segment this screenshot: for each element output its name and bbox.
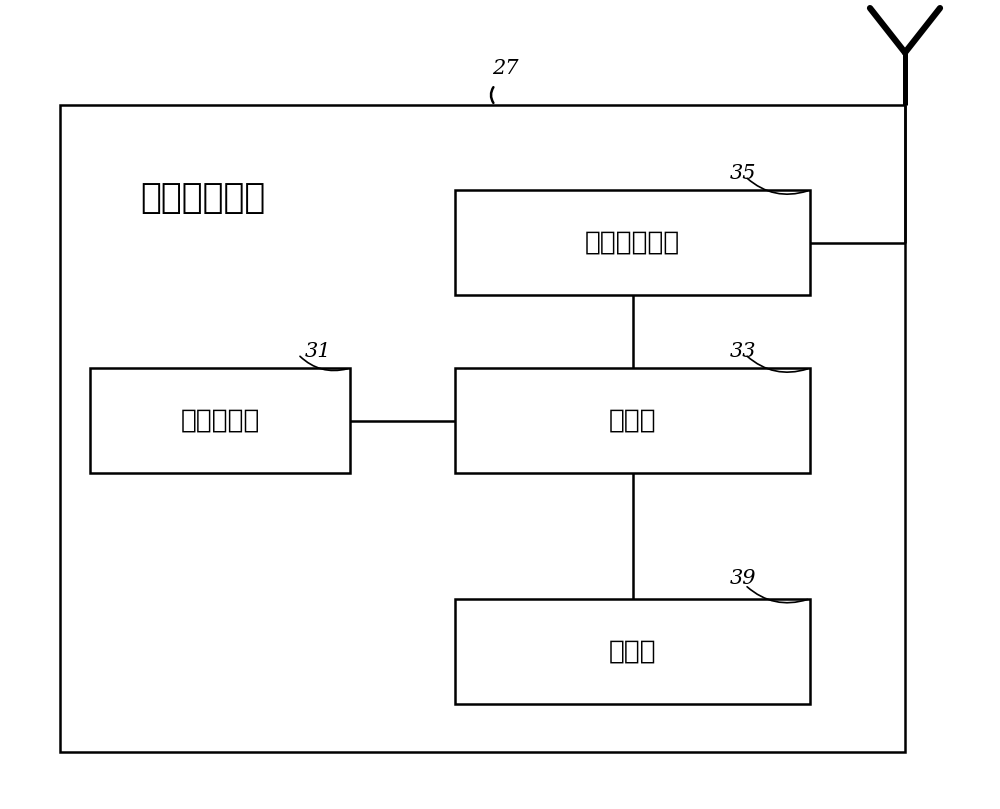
Text: 27: 27 bbox=[492, 59, 518, 78]
Text: 传感器模块: 传感器模块 bbox=[180, 408, 260, 434]
Text: 35: 35 bbox=[730, 164, 757, 184]
Bar bbox=[60, 105, 905, 752]
Text: 39: 39 bbox=[730, 569, 757, 588]
Text: 33: 33 bbox=[730, 342, 757, 362]
Bar bbox=[90, 368, 350, 473]
Bar bbox=[455, 368, 810, 473]
Text: 存储器: 存储器 bbox=[609, 638, 656, 664]
Text: 控制器: 控制器 bbox=[609, 408, 656, 434]
Bar bbox=[455, 190, 810, 295]
Text: 无线通信模块: 无线通信模块 bbox=[585, 230, 680, 256]
Bar bbox=[455, 599, 810, 704]
Text: 无线传感组件: 无线传感组件 bbox=[140, 181, 265, 215]
Text: 31: 31 bbox=[305, 342, 332, 362]
